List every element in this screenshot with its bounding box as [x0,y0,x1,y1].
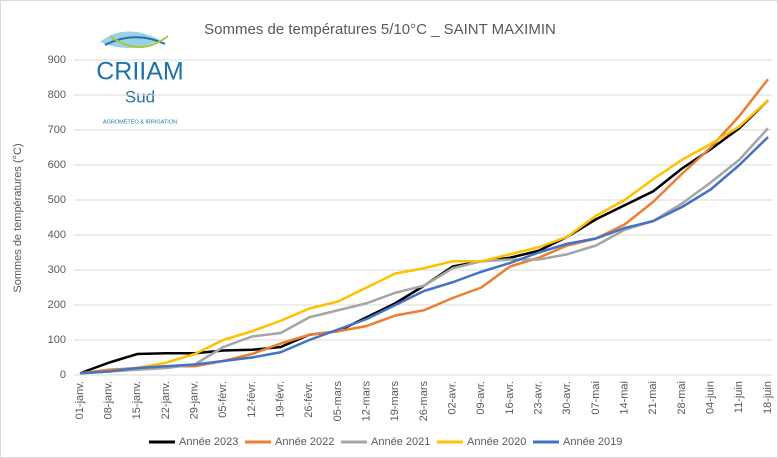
x-tick-label: 16-avr. [504,381,516,415]
x-tick-label: 26-mars [418,381,430,422]
x-tick-label: 22-janv. [160,381,172,419]
y-tick-label: 0 [60,369,66,381]
y-tick-label: 300 [48,264,66,276]
x-tick-label: 19-mars [389,381,401,422]
chart-title: Sommes de températures 5/10°C _ SAINT MA… [204,21,556,38]
x-tick-label: 29-janv. [189,381,201,419]
x-tick-label: 18-juin [762,381,774,414]
legend-label: Année 2020 [467,436,526,448]
x-tick-label: 26-févr. [303,381,315,418]
x-tick-label: 02-avr. [447,381,459,415]
y-tick-label: 200 [48,299,66,311]
logo-wave [109,35,169,48]
logo-region: Sud [125,87,155,106]
x-tick-label: 21-mai [647,381,659,415]
series-line [79,78,769,375]
logo: CRIIAM Sud AGROMÉTÉO & IRRIGATION [96,31,184,125]
x-tick-label: 28-mai [676,381,688,415]
y-tick-label: 900 [48,54,66,66]
x-tick-label: 11-juin [733,381,745,413]
legend-label: Année 2021 [371,436,430,448]
y-tick-label: 700 [48,124,66,136]
x-tick-label: 23-avr. [533,381,545,415]
x-tick-label: 09-avr. [475,381,487,415]
x-tick-label: 04-juin [705,381,717,414]
y-tick-label: 100 [48,334,66,346]
x-tick-label: 05-févr. [217,381,229,418]
x-tick-label: 14-mai [619,381,631,415]
x-tick-label: 12-mars [361,381,373,422]
logo-tagline: AGROMÉTÉO & IRRIGATION [103,118,177,125]
legend-label: Année 2023 [179,436,238,448]
x-tick-label: 12-févr. [246,381,258,418]
legend-label: Année 2022 [275,436,334,448]
y-tick-label: 600 [48,159,66,171]
x-tick-label: 05-mars [332,381,344,422]
logo-name: CRIIAM [96,58,184,86]
x-tick-label: 30-avr. [561,381,573,415]
x-tick-label: 19-févr. [275,381,287,418]
y-axis-label: Sommes de températures (°C) [12,143,24,292]
x-tick-label: 15-janv. [131,381,143,419]
legend-label: Année 2019 [563,436,622,448]
logo-leaf [100,31,160,49]
series-line [79,99,769,375]
y-tick-label: 800 [48,89,66,101]
x-tick-label: 08-janv. [103,381,115,419]
x-tick-label: 01-janv. [74,381,86,419]
x-tick-label: 07-mai [590,381,602,415]
y-tick-label: 400 [48,229,66,241]
y-tick-label: 500 [48,194,66,206]
series-line [79,136,769,375]
